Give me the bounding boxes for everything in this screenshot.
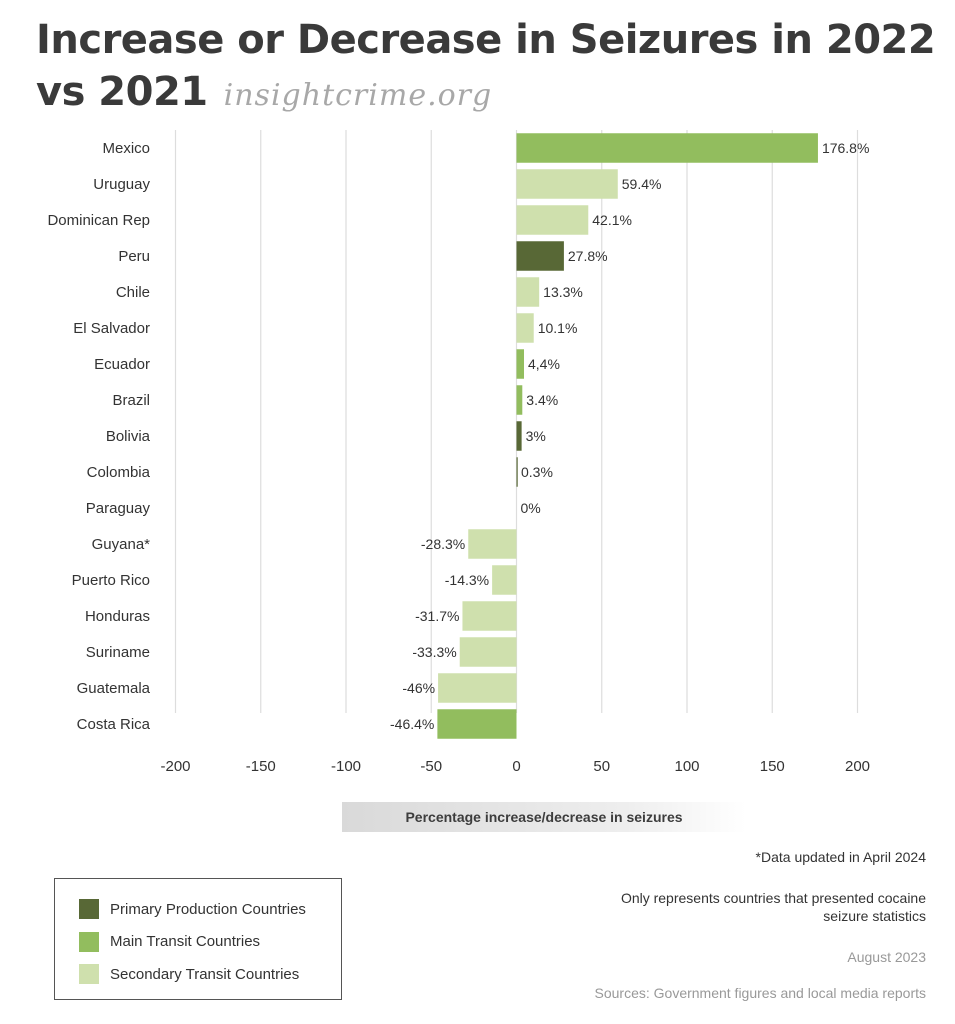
- x-tick-label: -100: [331, 758, 361, 775]
- bar: [462, 601, 517, 631]
- bar: [516, 205, 589, 235]
- bar-chart: Mexico Uruguay Dominican Rep Peru Chile El Sa…: [47, 130, 870, 775]
- bars: [437, 133, 818, 739]
- category-label: Mexico: [102, 140, 150, 157]
- legend-label-primary-production: Primary Production Countries: [110, 900, 306, 918]
- date-note: August 2023: [847, 949, 926, 965]
- bar: [516, 133, 818, 163]
- bar: [516, 241, 564, 271]
- bar: [516, 385, 523, 415]
- bar: [459, 637, 517, 667]
- data-label: 3.4%: [526, 392, 558, 408]
- bar: [516, 349, 525, 379]
- data-label: 0%: [521, 500, 541, 516]
- x-tick-label: -50: [420, 758, 442, 775]
- bar: [516, 457, 518, 487]
- chart-title: Increase or Decrease in Seizures in 2022…: [36, 14, 936, 122]
- category-label: Dominican Rep: [47, 212, 150, 229]
- category-label: Colombia: [87, 464, 151, 481]
- data-label: 13.3%: [543, 284, 583, 300]
- legend-label-main-transit: Main Transit Countries: [110, 933, 261, 951]
- data-label: 4,4%: [528, 356, 560, 372]
- category-label: Peru: [118, 248, 150, 265]
- title-line-2-text: vs 2021: [36, 69, 208, 115]
- bar: [437, 709, 517, 739]
- category-label: Guyana*: [92, 536, 151, 553]
- x-tick-label: 200: [845, 758, 870, 775]
- category-label: Paraguay: [86, 500, 151, 517]
- category-label: Ecuador: [94, 356, 150, 373]
- coverage-note-line-1: Only represents countries that presented…: [620, 890, 926, 906]
- data-label: -46%: [402, 680, 435, 696]
- category-label: Brazil: [112, 392, 150, 409]
- x-axis-label: Percentage increase/decrease in seizures: [342, 802, 746, 832]
- title-line-2: vs 2021 insightcrime.org: [36, 66, 936, 122]
- data-label: -33.3%: [412, 644, 456, 660]
- bar: [516, 313, 534, 343]
- data-label: 42.1%: [592, 212, 632, 228]
- category-label: Puerto Rico: [72, 572, 150, 589]
- x-tick-label: -200: [160, 758, 190, 775]
- data-label: -46.4%: [390, 716, 434, 732]
- x-tick-labels: -200 -150 -100 -50 0 50 100 150 200: [160, 758, 870, 775]
- data-label: -14.3%: [445, 572, 489, 588]
- data-label: 176.8%: [822, 140, 869, 156]
- category-label: Bolivia: [106, 428, 151, 445]
- category-label: Chile: [116, 284, 150, 301]
- legend-item-main-transit: Main Transit Countries: [55, 926, 341, 959]
- bar: [492, 565, 517, 595]
- data-label: 27.8%: [568, 248, 608, 264]
- legend-swatch-main-transit: [79, 931, 99, 952]
- coverage-note: Only represents countries that presented…: [621, 889, 926, 925]
- data-label: 0.3%: [521, 464, 553, 480]
- bar: [438, 673, 517, 703]
- category-label: Suriname: [86, 644, 150, 661]
- legend-item-primary-production: Primary Production Countries: [55, 893, 341, 926]
- bar: [468, 529, 517, 559]
- legend-swatch-primary-production: [79, 899, 99, 920]
- bar: [516, 277, 540, 307]
- sources-note: Sources: Government figures and local me…: [594, 985, 927, 1001]
- x-tick-label: 0: [512, 758, 520, 775]
- data-label: 59.4%: [622, 176, 662, 192]
- x-tick-label: -150: [246, 758, 276, 775]
- x-tick-label: 150: [760, 758, 785, 775]
- data-label: 3%: [526, 428, 546, 444]
- data-label: 10.1%: [538, 320, 578, 336]
- legend-label-secondary-transit: Secondary Transit Countries: [110, 965, 300, 983]
- coverage-note-line-2: seizure statistics: [823, 908, 926, 924]
- data-label: -31.7%: [415, 608, 459, 624]
- x-tick-label: 50: [593, 758, 610, 775]
- data-updated-note: *Data updated in April 2024: [755, 849, 926, 865]
- legend-item-secondary-transit: Secondary Transit Countries: [55, 958, 341, 991]
- category-label: Costa Rica: [77, 716, 151, 733]
- bar: [516, 421, 522, 451]
- category-label: Uruguay: [93, 176, 150, 193]
- category-label: Honduras: [85, 608, 150, 625]
- category-label: El Salvador: [73, 320, 150, 337]
- bar: [516, 169, 618, 199]
- data-label: -28.3%: [421, 536, 465, 552]
- value-labels: 176.8% 59.4% 42.1% 27.8% 13.3% 10.1% 4,4% 3.4% 3…: [390, 140, 869, 732]
- brand-watermark: insightcrime.org: [223, 78, 493, 113]
- category-labels: Mexico Uruguay Dominican Rep Peru Chile El Sa…: [47, 140, 150, 733]
- category-label: Guatemala: [77, 680, 151, 697]
- x-tick-label: 100: [674, 758, 699, 775]
- title-line-1: Increase or Decrease in Seizures in 2022: [36, 17, 936, 63]
- legend-swatch-secondary-transit: [79, 964, 99, 985]
- legend: Primary Production Countries Main Transi…: [54, 878, 342, 1000]
